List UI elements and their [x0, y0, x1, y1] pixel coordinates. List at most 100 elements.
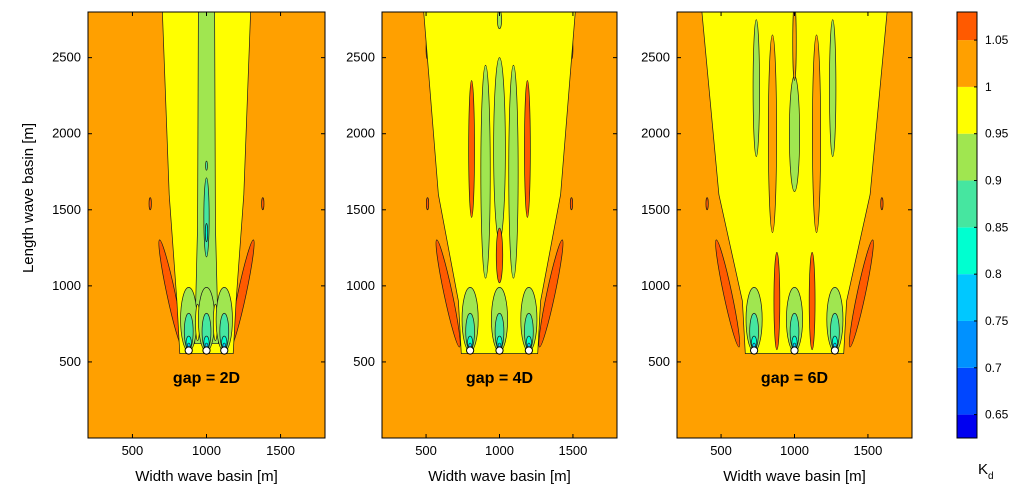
side-spot-left — [705, 197, 709, 211]
x-tick-label: 1500 — [266, 443, 295, 458]
gap-annotation: gap = 2D — [173, 370, 240, 387]
x-axis-label: Width wave basin [m] — [723, 468, 866, 485]
colorbar: 1.05 1 0.95 0.9 0.85 0.8 0.75 0.7 0.65 — [956, 11, 1009, 439]
colorbar-band — [957, 227, 977, 275]
colorbar-tick-label: 0.95 — [985, 127, 1009, 141]
center-core — [203, 177, 210, 258]
y-tick-label: 500 — [648, 354, 670, 369]
device-marker-3 — [524, 346, 533, 355]
device-marker-2 — [202, 346, 211, 355]
x-tick-label: 1000 — [192, 443, 221, 458]
colorbar-tick-label: 1.05 — [985, 33, 1009, 47]
colorbar-band — [957, 367, 977, 415]
panel-gap-6d: 500 1000 1500 500 1000 1500 2000 2500 Width wave… — [641, 11, 913, 485]
x-tick-label: 500 — [122, 443, 144, 458]
y-tick-label: 500 — [353, 354, 375, 369]
colorbar-tick-label: 1 — [985, 80, 992, 94]
y-tick-label: 2000 — [52, 126, 81, 141]
x-axis-label: Width wave basin [m] — [428, 468, 571, 485]
center-green-band — [789, 75, 800, 192]
device-marker-1 — [184, 346, 193, 355]
left-green-finger — [752, 19, 760, 157]
y-tick-label: 1500 — [52, 202, 81, 217]
device-marker-1 — [750, 346, 759, 355]
y-tick-label: 1500 — [346, 202, 375, 217]
left-red-streak — [468, 80, 475, 218]
device-marker-1 — [466, 346, 475, 355]
y-tick-label: 1000 — [346, 278, 375, 293]
y-tick-label: 2500 — [52, 50, 81, 65]
y-tick-label: 1000 — [641, 278, 670, 293]
x-tick-label: 1500 — [853, 443, 882, 458]
y-tick-label: 500 — [59, 354, 81, 369]
colorbar-tick-label: 0.85 — [985, 220, 1009, 234]
colorbar-tick-label: 0.7 — [985, 361, 1002, 375]
side-spot-right — [880, 197, 884, 211]
side-band-right — [848, 239, 874, 348]
device-marker-3 — [220, 346, 229, 355]
side-band-right — [538, 239, 564, 348]
colorbar-tick-label: 0.75 — [985, 314, 1009, 328]
side-band-left — [715, 239, 741, 348]
colorbar-band — [957, 12, 977, 41]
colorbar-band — [957, 133, 977, 181]
colorbar-band — [957, 320, 977, 368]
side-band-left — [435, 239, 461, 348]
right-green-band — [508, 64, 519, 279]
x-axis-label: Width wave basin [m] — [135, 468, 278, 485]
right-red-streak — [524, 80, 531, 218]
y-tick-label: 2500 — [641, 50, 670, 65]
device-marker-2 — [495, 346, 504, 355]
right-green-finger — [829, 19, 837, 157]
x-tick-label: 500 — [710, 443, 732, 458]
center-red-streak — [495, 227, 504, 284]
y-tick-label: 2000 — [641, 126, 670, 141]
gap-red-right — [808, 252, 816, 351]
side-spot-left — [426, 197, 430, 211]
x-tick-label: 1500 — [558, 443, 587, 458]
side-spot-left — [148, 197, 152, 211]
device-marker-3 — [830, 346, 839, 355]
contour-field — [382, 12, 617, 438]
colorbar-tick-label: 0.9 — [985, 174, 1002, 188]
gap-annotation: gap = 6D — [761, 370, 828, 387]
side-spot-right — [569, 197, 573, 211]
x-tick-label: 500 — [415, 443, 437, 458]
x-tick-label: 1000 — [485, 443, 514, 458]
y-tick-label: 2500 — [346, 50, 375, 65]
colorbar-label: Kd — [978, 461, 994, 482]
gap-annotation: gap = 4D — [466, 370, 533, 387]
colorbar-frame — [956, 11, 978, 439]
contour-field — [88, 12, 325, 438]
colorbar-tick-label: 0.65 — [985, 408, 1009, 422]
y-tick-label: 1500 — [641, 202, 670, 217]
y-tick-label: 2000 — [346, 126, 375, 141]
top-green-spot — [496, 12, 503, 30]
left-orange-finger — [768, 34, 777, 233]
colorbar-band — [957, 40, 977, 87]
right-orange-finger — [812, 34, 821, 233]
center-spot — [205, 160, 208, 171]
gap-red-left — [773, 252, 781, 351]
panel-gap-2d: 500 1000 1500 500 1000 1500 2000 2500 Width wave… — [52, 11, 326, 485]
x-tick-label: 1000 — [780, 443, 809, 458]
colorbar-band — [957, 274, 977, 321]
colorbar-band — [957, 414, 977, 438]
y-axis-label: Length wave basin [m] — [20, 123, 37, 273]
colorbar-label-main: K — [978, 461, 988, 478]
colorbar-tick-label: 0.8 — [985, 267, 1002, 281]
center-green-band — [493, 57, 506, 241]
colorbar-label-sub: d — [988, 471, 994, 482]
panel-gap-4d: 500 1000 1500 500 1000 1500 2000 2500 Width wave… — [346, 11, 618, 485]
contour-field — [677, 12, 912, 438]
device-marker-2 — [790, 346, 799, 355]
colorbar-band — [957, 180, 977, 228]
side-spot-right — [261, 197, 265, 211]
left-green-band — [480, 64, 491, 279]
center-cyan-core — [204, 223, 209, 243]
y-tick-label: 1000 — [52, 278, 81, 293]
colorbar-band — [957, 86, 977, 134]
center-orange-finger — [792, 12, 797, 81]
